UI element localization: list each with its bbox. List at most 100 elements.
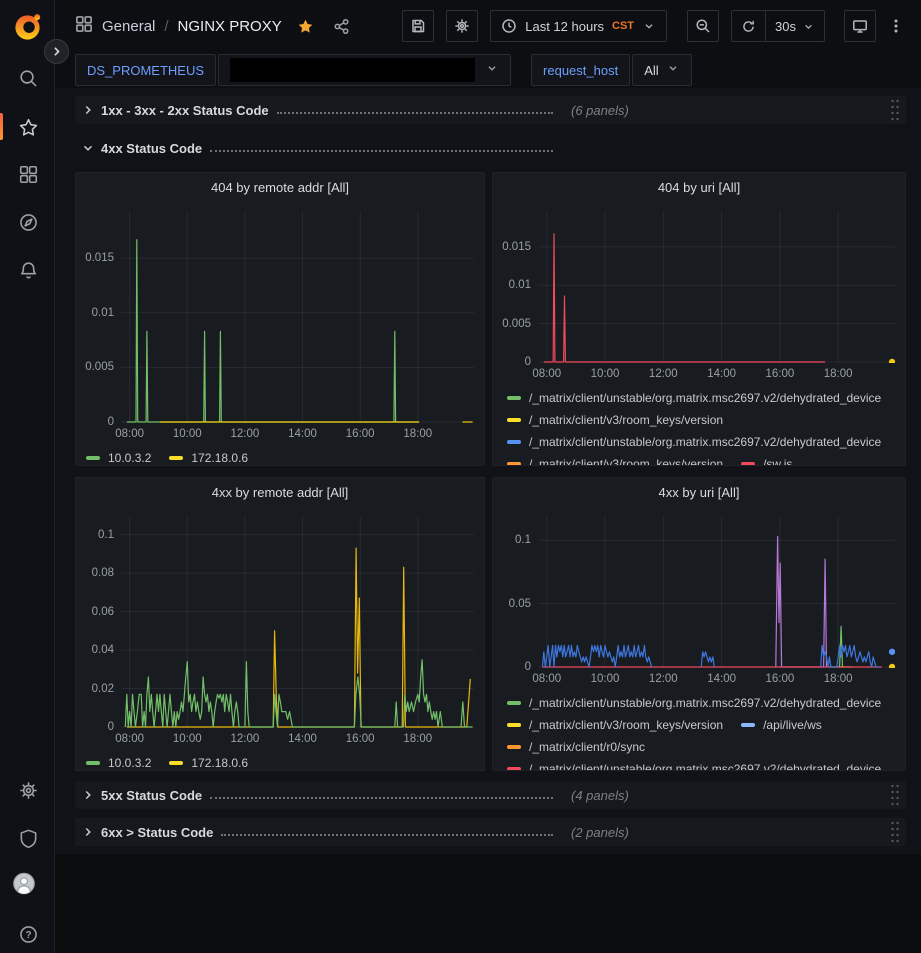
panel-title[interactable]: 404 by remote addr [All] — [210, 180, 350, 195]
y-tick-label: 0.005 — [502, 317, 531, 330]
panel-legend: 10.0.3.2 172.18.0.6 — [86, 752, 478, 770]
legend-item[interactable]: /sw.js — [741, 457, 792, 465]
row-header-1xx-3xx-2xx[interactable]: 1xx - 3xx - 2xx Status Code (6 panels) — [75, 96, 906, 124]
time-range-picker[interactable]: Last 12 hours CST — [490, 10, 668, 42]
help-icon[interactable]: ? — [17, 923, 39, 945]
plot-area[interactable]: 0 0.02 0.04 0.06 0.08 0.1 08:00 10:00 12:00 14:00… — [92, 516, 474, 745]
row-drag-handle[interactable] — [890, 783, 900, 807]
x-tick-label: 10:00 — [590, 673, 620, 685]
top-navbar: General / NGINX PROXY L — [55, 0, 921, 52]
refresh-button[interactable] — [732, 11, 765, 41]
x-tick-label: 10:00 — [172, 428, 202, 440]
y-tick-label: 0.08 — [91, 567, 114, 580]
variable-select-datasource[interactable] — [218, 54, 512, 86]
panel-count: (4 panels) — [571, 787, 629, 803]
legend-series-color — [169, 761, 184, 765]
breadcrumb: General / NGINX PROXY — [75, 15, 350, 38]
x-tick-label: 12:00 — [648, 673, 678, 685]
alerting-bell-icon[interactable] — [17, 259, 39, 281]
legend-series-label: /_matrix/client/v3/room_keys/version — [529, 718, 724, 732]
y-tick-label: 0 — [524, 661, 531, 673]
x-tick-label: 18:00 — [403, 428, 433, 440]
legend-series-color — [507, 767, 521, 770]
share-icon[interactable] — [333, 18, 350, 35]
legend-series-label: 10.0.3.2 — [108, 451, 152, 465]
legend-series-color — [507, 723, 521, 727]
x-tick-label: 14:00 — [707, 673, 736, 685]
legend-series-label: /_matrix/client/unstable/org.matrix.msc2… — [529, 762, 882, 771]
row-drag-handle[interactable] — [890, 98, 900, 122]
legend-series-color — [507, 462, 521, 465]
panel-count: (2 panels) — [571, 824, 629, 840]
y-tick-label: 0.005 — [85, 361, 114, 374]
panel-title[interactable]: 4xx by remote addr [All] — [211, 485, 349, 500]
tv-mode-button[interactable] — [844, 10, 876, 42]
row-header-4xx[interactable]: 4xx Status Code — [75, 134, 906, 162]
legend-item[interactable]: /_matrix/client/unstable/org.matrix.msc2… — [507, 696, 881, 710]
time-range-label: Last 12 hours — [525, 18, 605, 34]
save-dashboard-button[interactable] — [402, 10, 435, 42]
legend-series-label: /_matrix/client/v3/room_keys/version — [529, 457, 724, 466]
legend-item[interactable]: /_matrix/client/v3/room_keys/version — [507, 718, 723, 732]
search-icon[interactable] — [17, 67, 39, 89]
more-options-kebab-icon[interactable] — [886, 10, 906, 42]
plot-area[interactable]: 0 0.005 0.01 0.015 08:00 10:00 12:00 14:00 16:00… — [85, 211, 474, 440]
x-tick-label: 08:00 — [532, 673, 562, 685]
legend-item[interactable]: 172.18.0.6 — [169, 451, 248, 465]
chevron-down-icon — [666, 61, 680, 80]
legend-item[interactable]: /_matrix/client/v3/room_keys/version — [507, 457, 724, 466]
panel-legend: 10.0.3.2 172.18.0.6 — [86, 447, 478, 465]
y-tick-label: 0.02 — [91, 682, 114, 695]
x-tick-label: 18:00 — [823, 673, 853, 685]
legend-series-label: /_matrix/client/unstable/org.matrix.msc2… — [529, 435, 882, 449]
row-drag-handle[interactable] — [890, 820, 900, 844]
legend-item[interactable]: 10.0.3.2 — [86, 451, 151, 465]
y-tick-label: 0.01 — [508, 279, 531, 292]
legend-item[interactable]: /_matrix/client/v3/room_keys/version — [507, 413, 723, 427]
legend-item[interactable]: 10.0.3.2 — [86, 756, 151, 770]
grafana-logo-icon[interactable] — [12, 11, 43, 42]
legend-series-label: 172.18.0.6 — [191, 756, 249, 770]
panel-count: (6 panels) — [571, 102, 629, 118]
legend-item[interactable]: /_matrix/client/unstable/org.matrix.msc2… — [507, 762, 882, 771]
starred-dashboards-icon[interactable] — [17, 116, 39, 138]
legend-item[interactable]: 172.18.0.6 — [169, 756, 248, 770]
panel-title[interactable]: 4xx by uri [All] — [658, 485, 740, 500]
panel-title[interactable]: 404 by uri [All] — [657, 180, 741, 195]
legend-item[interactable]: /_matrix/client/unstable/org.matrix.msc2… — [507, 391, 881, 405]
plot-area[interactable]: 0 0.005 0.01 0.015 08:00 10:00 12:00 14:00 16:00… — [502, 211, 895, 380]
legend-series-color — [507, 745, 521, 749]
legend-series-label: /_matrix/client/v3/room_keys/version — [529, 413, 724, 427]
x-tick-label: 10:00 — [172, 733, 202, 745]
row-header-5xx[interactable]: 5xx Status Code (4 panels) — [75, 781, 906, 809]
refresh-interval-dropdown[interactable]: 30s — [765, 11, 824, 41]
variables-bar: DS_PROMETHEUS request_host All — [55, 52, 921, 88]
breadcrumb-folder[interactable]: General — [102, 17, 156, 35]
row-header-6xx[interactable]: 6xx > Status Code (2 panels) — [75, 818, 906, 846]
x-tick-label: 08:00 — [115, 428, 145, 440]
legend-item[interactable]: /_matrix/client/r0/sync — [507, 740, 645, 754]
favorite-star-icon[interactable] — [297, 18, 314, 35]
legend-series-color — [507, 418, 521, 422]
sidebar-expand-button[interactable] — [44, 39, 69, 64]
sidebar-active-indicator — [0, 113, 3, 140]
dashboards-icon[interactable] — [17, 163, 39, 185]
y-tick-label: 0.06 — [91, 605, 114, 618]
settings-gear-icon[interactable] — [17, 779, 39, 801]
user-avatar[interactable] — [13, 872, 35, 894]
x-tick-label: 12:00 — [230, 733, 260, 745]
zoom-out-time-button[interactable] — [687, 10, 720, 42]
variable-select-request-host[interactable]: All — [632, 54, 692, 86]
admin-shield-icon[interactable] — [17, 827, 39, 849]
legend-series-color — [741, 462, 756, 465]
dashboard-settings-button[interactable] — [446, 10, 479, 42]
x-tick-label: 16:00 — [765, 673, 795, 685]
explore-compass-icon[interactable] — [17, 211, 39, 233]
plot-area[interactable]: 0 0.05 0.1 08:00 10:00 12:00 14:00 16:00 18:00 — [509, 516, 895, 685]
y-tick-label: 0 — [107, 416, 114, 428]
chevron-down-icon — [81, 141, 95, 155]
redacted-value — [230, 58, 476, 82]
chevron-right-icon — [81, 103, 95, 117]
legend-item[interactable]: /_matrix/client/unstable/org.matrix.msc2… — [507, 435, 881, 449]
legend-item[interactable]: /api/live/ws — [741, 718, 822, 732]
